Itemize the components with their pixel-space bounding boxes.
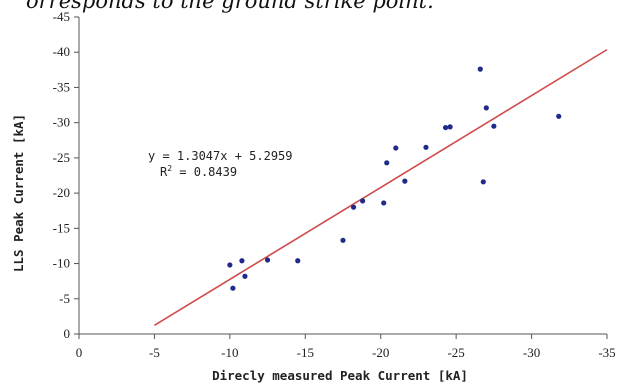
data-point	[242, 273, 248, 279]
y-tick-label: -5	[59, 291, 70, 306]
data-point	[483, 105, 489, 111]
r-squared-value: = 0.8439	[172, 165, 237, 179]
r-squared-superscript: 2	[167, 164, 172, 173]
data-point	[295, 258, 301, 264]
x-axis-ticks: 0 -5 -10 -15 -20 -25 -30 -35	[76, 334, 616, 360]
data-point	[230, 285, 236, 291]
data-point	[381, 200, 387, 206]
data-point	[384, 160, 390, 166]
data-point	[477, 66, 483, 72]
data-point	[402, 178, 408, 184]
trendline	[154, 48, 608, 327]
r-squared-prefix: R	[160, 165, 168, 179]
y-axis-title: LLS Peak Current [kA]	[11, 114, 26, 272]
data-point	[350, 204, 357, 210]
x-tick-label: 0	[76, 345, 83, 360]
data-point	[480, 179, 486, 185]
r-squared-label: R2 = 0.8439	[160, 164, 237, 179]
y-tick-label: 0	[64, 326, 71, 341]
y-tick-label: -15	[53, 220, 70, 235]
x-tick-label: -10	[221, 345, 238, 360]
x-tick-label: -20	[372, 345, 389, 360]
y-tick-label: -45	[53, 9, 70, 24]
y-tick-label: -30	[53, 115, 70, 130]
x-tick-label: -25	[447, 345, 464, 360]
y-tick-label: -10	[53, 256, 70, 271]
y-tick-label: -20	[53, 185, 70, 200]
data-points	[227, 66, 562, 291]
x-tick-label: -30	[523, 345, 540, 360]
figure-caption: orresponds to the ground strike point.	[26, 0, 434, 13]
x-axis-title: Direcly measured Peak Current [kA]	[212, 368, 468, 383]
data-point	[491, 123, 497, 129]
data-point	[442, 124, 449, 131]
x-tick-label: -35	[598, 345, 615, 360]
data-point	[423, 144, 429, 150]
data-point	[340, 237, 346, 243]
data-point	[264, 257, 271, 263]
data-point	[556, 113, 562, 119]
y-axis-ticks: 0 -5 -10 -15 -20 -25 -30 -35 -40 -45	[53, 9, 79, 341]
x-tick-label: -5	[149, 345, 160, 360]
trendline-equation: y = 1.3047x + 5.2959	[148, 149, 293, 163]
x-tick-label: -15	[297, 345, 314, 360]
data-point	[447, 124, 453, 130]
y-tick-label: -25	[53, 150, 70, 165]
y-tick-label: -35	[53, 79, 70, 94]
data-point	[360, 198, 366, 204]
y-tick-label: -40	[53, 44, 70, 59]
data-point	[239, 258, 245, 264]
data-point	[227, 262, 233, 268]
data-point	[393, 145, 399, 151]
